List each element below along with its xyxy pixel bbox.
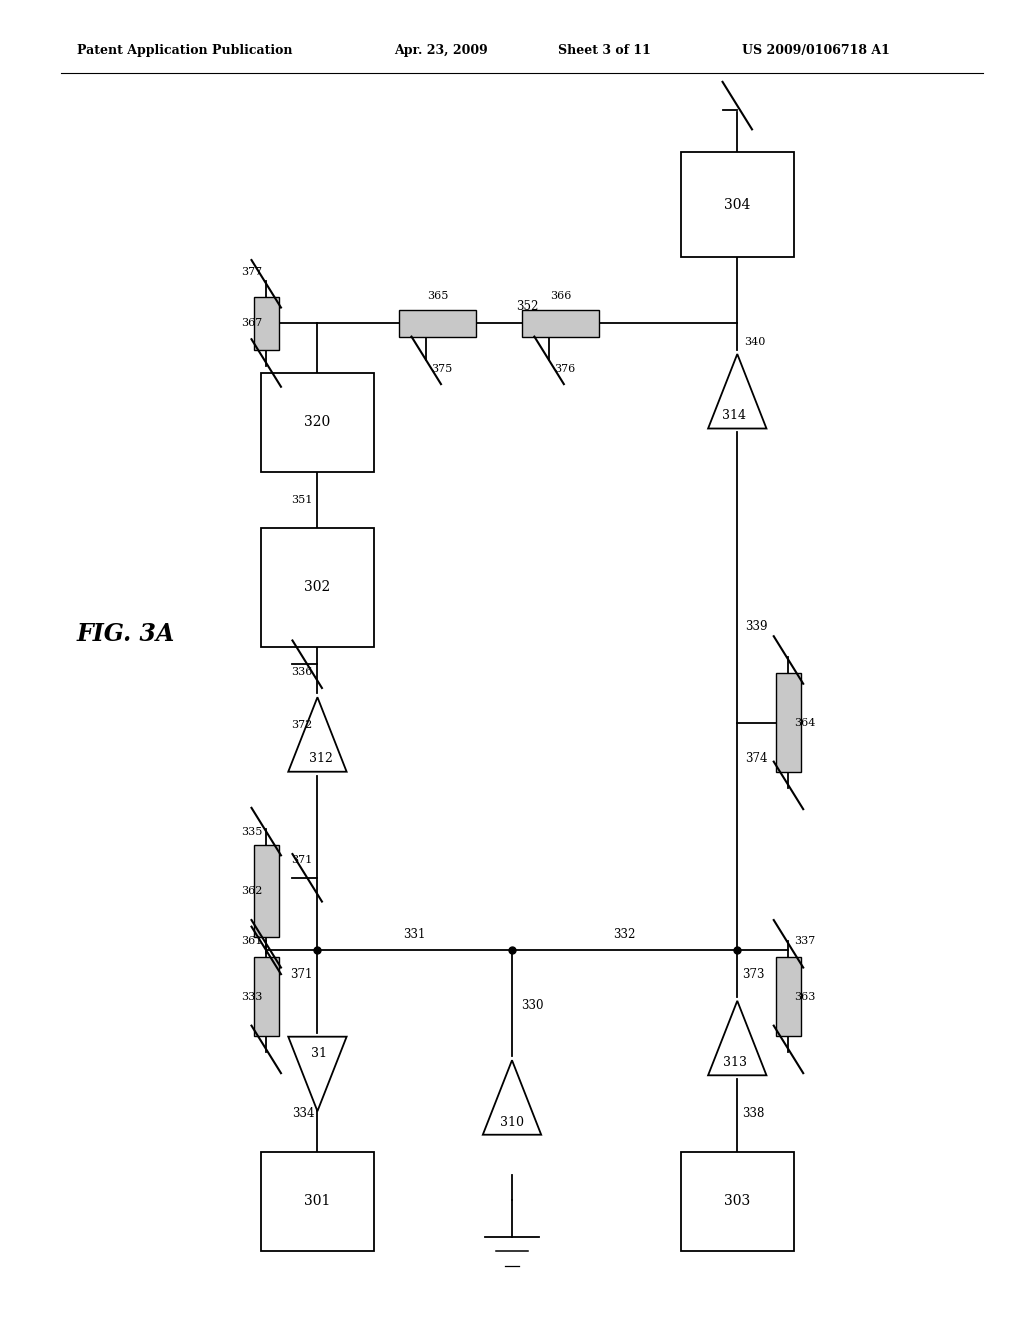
Text: 365: 365 [427,290,449,301]
Text: US 2009/0106718 A1: US 2009/0106718 A1 [742,44,890,57]
Text: 336: 336 [291,667,312,677]
Bar [254,297,279,350]
Text: 376: 376 [554,364,575,375]
Text: 375: 375 [431,364,453,375]
Text: 335: 335 [241,826,262,837]
Text: 361: 361 [241,936,262,946]
Polygon shape [289,1036,346,1111]
Bar [261,1151,374,1251]
Text: 367: 367 [241,318,262,329]
Text: Apr. 23, 2009: Apr. 23, 2009 [394,44,488,57]
Text: 371: 371 [290,968,312,981]
Bar [261,528,374,647]
Text: 304: 304 [724,198,751,211]
Text: 374: 374 [745,752,768,766]
Text: 320: 320 [304,416,331,429]
Text: 340: 340 [744,338,766,347]
Bar [776,957,801,1036]
Text: 331: 331 [403,928,426,941]
Text: 377: 377 [241,267,262,277]
Text: 314: 314 [722,409,746,422]
Text: 310: 310 [500,1115,524,1129]
Text: 31: 31 [311,1047,328,1060]
Text: 372: 372 [291,719,312,730]
Text: 373: 373 [742,968,765,981]
Text: 330: 330 [521,999,544,1012]
Polygon shape [483,1060,541,1135]
Bar [254,845,279,937]
Bar [261,372,374,471]
Text: 339: 339 [745,620,768,634]
Bar [681,152,794,257]
Polygon shape [709,354,766,429]
Text: 302: 302 [304,581,331,594]
Text: 312: 312 [308,752,333,766]
Text: 332: 332 [613,928,636,941]
Bar [399,310,476,337]
Text: 333: 333 [241,991,262,1002]
Text: 371: 371 [291,854,312,865]
Text: 338: 338 [742,1107,765,1119]
Bar [776,673,801,772]
Text: FIG. 3A: FIG. 3A [77,622,175,645]
Text: Sheet 3 of 11: Sheet 3 of 11 [558,44,651,57]
Text: Patent Application Publication: Patent Application Publication [77,44,292,57]
Text: 351: 351 [291,495,312,506]
Text: 364: 364 [795,718,816,727]
Text: 337: 337 [795,936,816,946]
Text: 313: 313 [723,1056,748,1069]
Bar [681,1151,794,1251]
Polygon shape [289,697,346,772]
Text: 366: 366 [550,290,571,301]
Text: 363: 363 [795,991,816,1002]
Bar [254,957,279,1036]
Text: 303: 303 [724,1195,751,1208]
Bar [522,310,599,337]
Text: 352: 352 [516,300,539,313]
Text: 301: 301 [304,1195,331,1208]
Text: 362: 362 [241,886,262,896]
Polygon shape [709,1001,766,1076]
Text: 334: 334 [292,1107,314,1119]
